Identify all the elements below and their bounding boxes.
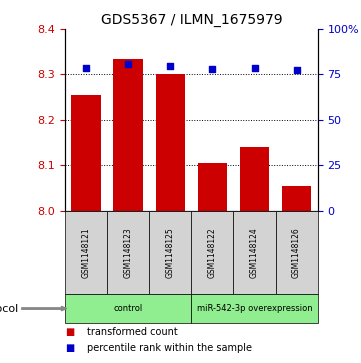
Text: miR-542-3p overexpression: miR-542-3p overexpression xyxy=(197,304,312,313)
Bar xyxy=(113,58,143,211)
Point xyxy=(168,63,173,69)
Text: GSM1148122: GSM1148122 xyxy=(208,227,217,278)
Title: GDS5367 / ILMN_1675979: GDS5367 / ILMN_1675979 xyxy=(100,13,282,26)
Text: ■: ■ xyxy=(65,327,74,337)
Text: GSM1148121: GSM1148121 xyxy=(82,227,91,278)
Text: GSM1148124: GSM1148124 xyxy=(250,227,259,278)
Text: protocol: protocol xyxy=(0,303,18,314)
Bar xyxy=(71,95,101,211)
Text: transformed count: transformed count xyxy=(87,327,177,337)
Text: GSM1148125: GSM1148125 xyxy=(166,227,175,278)
Bar xyxy=(197,163,227,211)
Point xyxy=(125,61,131,68)
Point xyxy=(294,67,300,73)
Text: GSM1148123: GSM1148123 xyxy=(124,227,132,278)
Bar xyxy=(156,74,185,211)
Text: percentile rank within the sample: percentile rank within the sample xyxy=(87,343,252,354)
Point xyxy=(209,66,215,72)
Text: control: control xyxy=(113,304,143,313)
Point xyxy=(252,65,257,71)
Bar xyxy=(240,147,269,211)
Text: GSM1148126: GSM1148126 xyxy=(292,227,301,278)
Bar xyxy=(282,185,311,211)
Text: ■: ■ xyxy=(65,343,74,354)
Point xyxy=(83,65,89,71)
